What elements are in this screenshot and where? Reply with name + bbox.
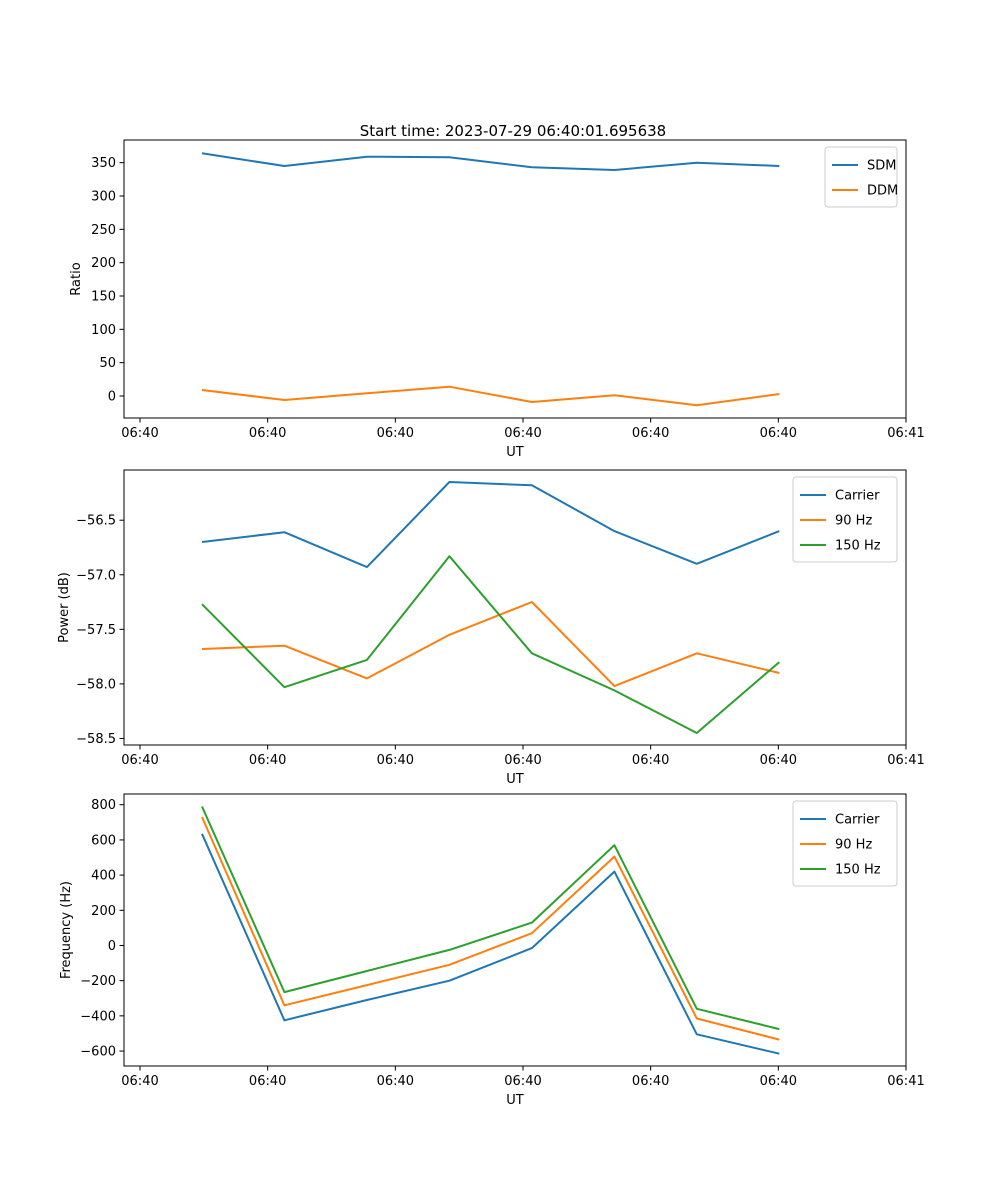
y-tick-label: 200 (91, 256, 116, 271)
legend-box (824, 146, 898, 208)
x-tick-label: 06:41 (887, 753, 924, 768)
legend-box (792, 800, 898, 887)
x-tick-label: 06:40 (377, 1074, 414, 1089)
plots-container: 0 50 100 150 200 250 300 350 06:40 06:40 06:40 06:4… (57, 139, 925, 1108)
x-tick-label: 06:40 (249, 1074, 286, 1089)
x-tick-label: 06:40 (121, 426, 158, 441)
x-tick-label: 06:40 (760, 753, 797, 768)
y-tick-label: −58.0 (76, 677, 116, 692)
plot-2-area (123, 469, 907, 746)
y-tick-label: 800 (91, 798, 116, 813)
y-tick-label: 0 (108, 939, 116, 954)
x-tick-label: 06:40 (121, 753, 158, 768)
y-tick-label: −56.5 (76, 514, 116, 529)
y-tick-label: 600 (91, 833, 116, 848)
plot-1: 0 50 100 150 200 250 300 350 06:40 06:40 06:40 06:4… (69, 139, 925, 460)
legend-entry: SDM (832, 159, 896, 174)
y-axis-label: Ratio (69, 262, 84, 295)
legend-entry: 150 Hz (800, 863, 881, 878)
legend-label: 90 Hz (835, 514, 872, 529)
x-tick-label: 06:40 (121, 1074, 158, 1089)
y-tick-label: −58.5 (76, 732, 116, 747)
plot-2: −58.5 −58.0 −57.5 −57.0 −56.5 06:40 06:40 06:40… (57, 469, 925, 787)
series-line-carrier (201, 833, 780, 1055)
x-tick-label: 06:40 (760, 1074, 797, 1089)
legend-entry: Carrier (800, 813, 880, 828)
x-tick-label: 06:40 (504, 1074, 541, 1089)
series-line-90-hz (201, 816, 780, 1041)
y-tick-label: 50 (99, 356, 116, 371)
y-tick-label: −57.5 (76, 623, 116, 638)
legend-entry: 90 Hz (800, 838, 872, 853)
y-tick-label: 150 (91, 290, 116, 305)
series-line-ddm (201, 385, 780, 407)
x-tick-label: 06:40 (504, 753, 541, 768)
x-tick-label: 06:40 (632, 426, 669, 441)
series-line-150-hz (201, 555, 780, 734)
legend-entry: 150 Hz (800, 539, 881, 554)
legend-label: DDM (867, 184, 898, 199)
legend-entry: Carrier (800, 489, 880, 504)
x-tick-label: 06:40 (249, 426, 286, 441)
y-tick-label: −57.0 (76, 568, 116, 583)
x-tick-label: 06:41 (887, 1074, 924, 1089)
plot-3: −600 −400 −200 0 200 400 600 800 06:40 06:40 06:40… (59, 793, 925, 1108)
legend-label: Carrier (835, 489, 880, 504)
legend-label: 150 Hz (835, 539, 881, 554)
x-tick-label: 06:40 (377, 753, 414, 768)
x-axis-label: UT (506, 445, 524, 460)
y-axis-label: Power (dB) (57, 572, 72, 643)
x-tick-label: 06:40 (504, 426, 541, 441)
y-tick-label: 100 (91, 323, 116, 338)
y-tick-label: 200 (91, 904, 116, 919)
y-tick-label: 0 (108, 390, 116, 405)
y-tick-label: −200 (80, 974, 116, 989)
y-tick-label: 350 (91, 156, 116, 171)
series-line-150-hz (201, 806, 780, 1031)
series-line-sdm (201, 152, 780, 171)
y-tick-label: −600 (80, 1045, 116, 1060)
series-line-carrier (201, 481, 780, 569)
figure-title: Start time: 2023-07-29 06:40:01.695638 (360, 122, 666, 140)
legend: SDM DDM (824, 146, 898, 208)
y-tick-label: 250 (91, 223, 116, 238)
legend: Carrier 90 Hz 150 Hz (792, 476, 898, 563)
x-tick-label: 06:40 (760, 426, 797, 441)
x-tick-label: 06:41 (887, 426, 924, 441)
x-tick-label: 06:40 (632, 1074, 669, 1089)
legend-entry: DDM (832, 184, 898, 199)
x-tick-label: 06:40 (377, 426, 414, 441)
y-axis-label: Frequency (Hz) (59, 881, 74, 979)
plot-3-area (123, 793, 907, 1067)
series-line-90-hz (201, 601, 780, 688)
x-axis-label: UT (506, 772, 524, 787)
legend-box (792, 476, 898, 563)
plot-1-area (123, 139, 907, 419)
y-tick-label: 300 (91, 190, 116, 205)
legend-label: Carrier (835, 813, 880, 828)
x-tick-label: 06:40 (632, 753, 669, 768)
x-tick-label: 06:40 (249, 753, 286, 768)
y-tick-label: 400 (91, 869, 116, 884)
legend: Carrier 90 Hz 150 Hz (792, 800, 898, 887)
legend-entry: 90 Hz (800, 514, 872, 529)
y-tick-label: −400 (80, 1009, 116, 1024)
x-axis-label: UT (506, 1093, 524, 1108)
legend-label: 150 Hz (835, 863, 881, 878)
legend-label: SDM (867, 159, 896, 174)
legend-label: 90 Hz (835, 838, 872, 853)
